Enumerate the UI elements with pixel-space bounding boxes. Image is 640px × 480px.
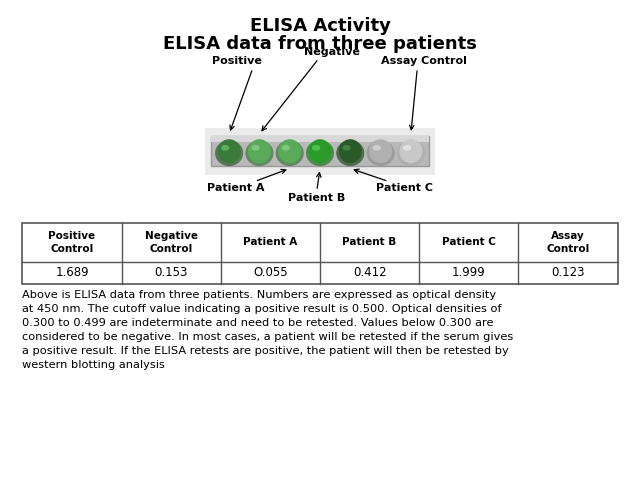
Ellipse shape (278, 139, 301, 163)
Text: Positive
Control: Positive Control (49, 231, 95, 253)
Ellipse shape (218, 139, 241, 163)
Ellipse shape (342, 145, 351, 151)
Text: Patient A: Patient A (243, 238, 298, 247)
Text: Negative
Control: Negative Control (145, 231, 198, 253)
Text: Positive: Positive (212, 56, 262, 66)
Text: 0.153: 0.153 (154, 266, 188, 279)
Bar (211, 136, 429, 142)
Text: 1.999: 1.999 (452, 266, 486, 279)
Ellipse shape (221, 145, 229, 151)
Ellipse shape (245, 140, 273, 166)
Ellipse shape (312, 145, 321, 151)
Text: Patient C: Patient C (376, 183, 433, 193)
Ellipse shape (282, 145, 290, 151)
Text: Assay
Control: Assay Control (547, 231, 589, 253)
Ellipse shape (369, 139, 392, 163)
Ellipse shape (403, 145, 412, 151)
Text: Assay Control: Assay Control (381, 56, 467, 66)
Ellipse shape (252, 145, 260, 151)
Text: Patient C: Patient C (442, 238, 496, 247)
Bar (22, 223, 618, 284)
Ellipse shape (215, 140, 243, 166)
Ellipse shape (308, 139, 332, 163)
Text: Negative: Negative (303, 47, 360, 57)
Text: Patient B: Patient B (288, 193, 346, 203)
Text: 1.689: 1.689 (55, 266, 89, 279)
Text: Patient A: Patient A (207, 183, 264, 193)
Text: 0.412: 0.412 (353, 266, 387, 279)
Ellipse shape (276, 140, 304, 166)
Ellipse shape (399, 139, 422, 163)
Text: Patient B: Patient B (342, 238, 397, 247)
Ellipse shape (367, 140, 395, 166)
Ellipse shape (248, 139, 271, 163)
Ellipse shape (372, 145, 381, 151)
Text: ELISA Activity: ELISA Activity (250, 17, 390, 35)
Bar (211, 136, 429, 166)
Ellipse shape (306, 140, 334, 166)
Ellipse shape (339, 139, 362, 163)
Text: 0.123: 0.123 (551, 266, 585, 279)
Text: O.055: O.055 (253, 266, 288, 279)
Text: ELISA data from three patients: ELISA data from three patients (163, 35, 477, 53)
Bar (205, 128, 435, 175)
Ellipse shape (336, 140, 364, 166)
Ellipse shape (397, 140, 425, 166)
Text: Above is ELISA data from three patients. Numbers are expressed as optical densit: Above is ELISA data from three patients.… (22, 290, 514, 370)
